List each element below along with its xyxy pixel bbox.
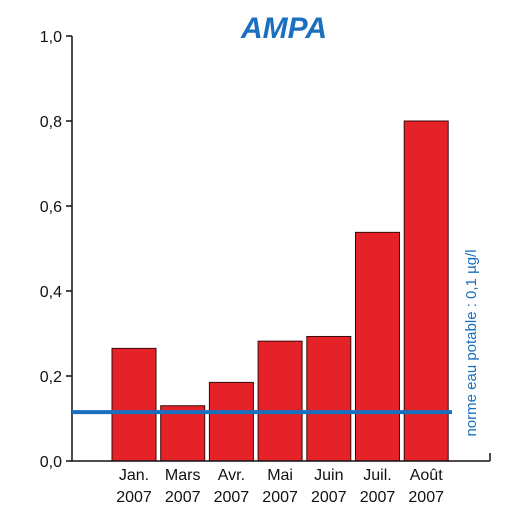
x-category-label: Jan. bbox=[119, 467, 149, 484]
x-category-year-label: 2007 bbox=[165, 489, 201, 506]
y-tick-label: 1,0 bbox=[40, 29, 62, 46]
x-axis: Jan. 2007 Mars 2007 Avr. 2007 Mai 2007 Juin 2007 J… bbox=[72, 453, 491, 506]
bar bbox=[111, 347, 157, 462]
y-axis: 0,0 0,2 0,4 0,6 0,8 1,0 bbox=[40, 29, 73, 471]
y-tick-label: 0,4 bbox=[40, 284, 62, 301]
x-category-label: Juil. bbox=[363, 467, 391, 484]
reference-line-label: norme eau potable : 0,1 µg/l bbox=[463, 249, 480, 436]
x-category-label: Mai bbox=[267, 467, 293, 484]
chart-title: AMPA bbox=[240, 12, 327, 45]
y-tick-label: 0,2 bbox=[40, 369, 62, 386]
x-category-label: Mars bbox=[165, 467, 201, 484]
y-tick-label: 0,8 bbox=[40, 114, 62, 131]
reference-line-group: norme eau potable : 0,1 µg/l bbox=[72, 249, 480, 437]
x-category-label: Août bbox=[410, 467, 443, 484]
x-category-year-label: 2007 bbox=[214, 489, 250, 506]
bar bbox=[257, 340, 303, 462]
y-tick-label: 0,6 bbox=[40, 199, 62, 216]
x-category-year-label: 2007 bbox=[408, 489, 444, 506]
x-category-label: Avr. bbox=[218, 467, 245, 484]
bar bbox=[306, 335, 352, 462]
x-category-year-label: 2007 bbox=[360, 489, 396, 506]
x-category-year-label: 2007 bbox=[116, 489, 152, 506]
bar bbox=[403, 120, 449, 462]
x-category-label: Juin bbox=[314, 467, 343, 484]
y-tick-label: 0,0 bbox=[40, 454, 62, 471]
bar bbox=[355, 231, 400, 462]
bar bbox=[208, 381, 254, 462]
x-category-year-label: 2007 bbox=[311, 489, 347, 506]
x-category-year-label: 2007 bbox=[262, 489, 298, 506]
bars bbox=[111, 120, 449, 462]
